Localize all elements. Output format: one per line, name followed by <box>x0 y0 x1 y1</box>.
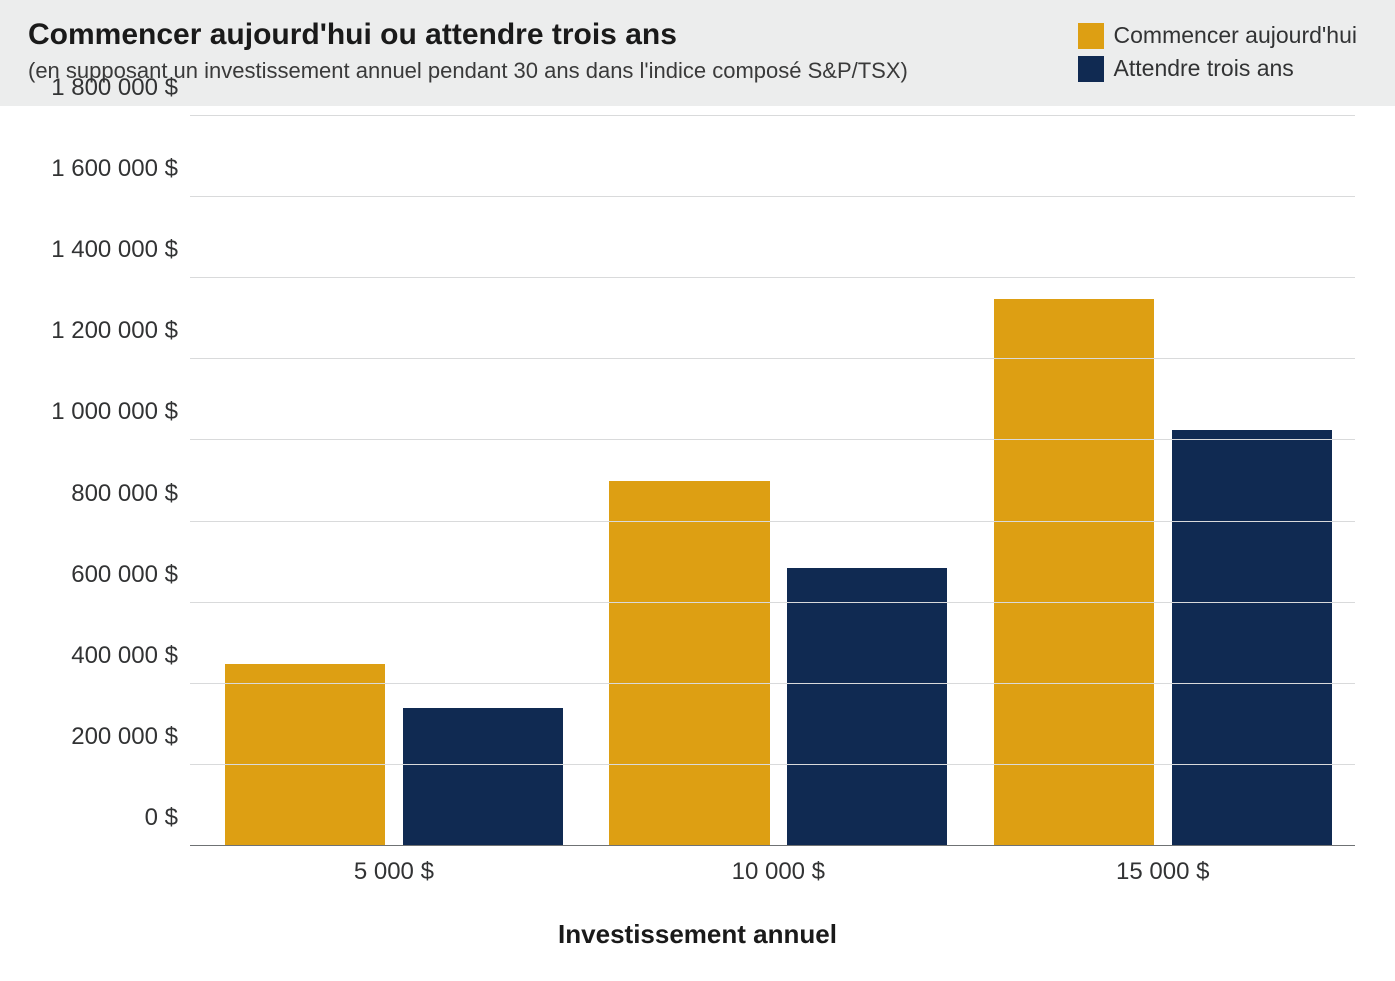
gridline <box>190 358 1355 359</box>
y-tick-label: 1 000 000 $ <box>51 398 190 426</box>
plot-wrapper: 0 $ 200 000 $ 400 000 $ 600 000 $ 800 000 $ 1… <box>0 106 1395 950</box>
y-tick-label: 1 800 000 $ <box>51 74 190 102</box>
gridline <box>190 521 1355 522</box>
legend-label: Commencer aujourd'hui <box>1114 22 1357 49</box>
x-tick-label: 15 000 $ <box>1116 858 1209 886</box>
investment-bar-chart: Commencer aujourd'hui ou attendre trois … <box>0 0 1395 981</box>
y-tick-label: 200 000 $ <box>71 723 190 751</box>
y-tick-label: 0 $ <box>145 804 190 832</box>
bar <box>609 481 769 846</box>
gridline <box>190 115 1355 116</box>
gridline <box>190 602 1355 603</box>
bars-layer <box>190 116 1355 846</box>
x-axis-title: Investissement annuel <box>30 919 1365 950</box>
legend: Commencer aujourd'hui Attendre trois ans <box>1078 18 1367 82</box>
gridline <box>190 764 1355 765</box>
bar <box>403 708 563 846</box>
bar <box>787 568 947 846</box>
gridline <box>190 196 1355 197</box>
y-tick-label: 1 600 000 $ <box>51 155 190 183</box>
plot-area: 0 $200 000 $400 000 $600 000 $800 000 $1… <box>190 116 1355 846</box>
gridline <box>190 683 1355 684</box>
y-tick-label: 600 000 $ <box>71 561 190 589</box>
gridline <box>190 439 1355 440</box>
bar <box>225 664 385 847</box>
legend-swatch <box>1078 56 1104 82</box>
x-tick-label: 10 000 $ <box>732 858 825 886</box>
bar <box>1172 430 1332 846</box>
chart-title: Commencer aujourd'hui ou attendre trois … <box>28 18 1078 52</box>
x-axis: 5 000 $ 10 000 $ 15 000 $ <box>190 846 1355 901</box>
legend-label: Attendre trois ans <box>1114 55 1294 82</box>
y-tick-label: 1 200 000 $ <box>51 317 190 345</box>
legend-swatch <box>1078 23 1104 49</box>
y-tick-label: 1 400 000 $ <box>51 236 190 264</box>
legend-item: Attendre trois ans <box>1078 55 1357 82</box>
y-tick-label: 400 000 $ <box>71 642 190 670</box>
gridline <box>190 277 1355 278</box>
legend-item: Commencer aujourd'hui <box>1078 22 1357 49</box>
chart-header: Commencer aujourd'hui ou attendre trois … <box>0 0 1395 106</box>
y-tick-label: 800 000 $ <box>71 480 190 508</box>
x-tick-label: 5 000 $ <box>354 858 434 886</box>
